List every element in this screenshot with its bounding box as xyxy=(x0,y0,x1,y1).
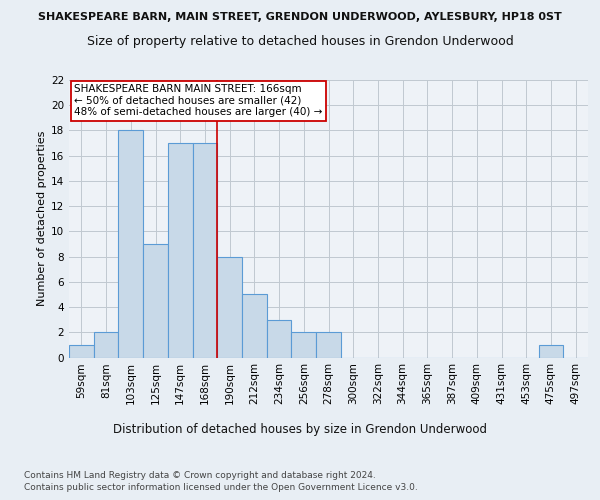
Text: Distribution of detached houses by size in Grendon Underwood: Distribution of detached houses by size … xyxy=(113,422,487,436)
Bar xyxy=(539,345,563,358)
Text: Contains public sector information licensed under the Open Government Licence v3: Contains public sector information licen… xyxy=(24,484,418,492)
Bar xyxy=(242,294,267,358)
Bar xyxy=(217,256,242,358)
Text: Contains HM Land Registry data © Crown copyright and database right 2024.: Contains HM Land Registry data © Crown c… xyxy=(24,471,376,480)
Text: SHAKESPEARE BARN, MAIN STREET, GRENDON UNDERWOOD, AYLESBURY, HP18 0ST: SHAKESPEARE BARN, MAIN STREET, GRENDON U… xyxy=(38,12,562,22)
Bar xyxy=(69,345,94,358)
Bar xyxy=(118,130,143,358)
Bar xyxy=(168,143,193,358)
Bar xyxy=(267,320,292,358)
Bar xyxy=(193,143,217,358)
Bar xyxy=(143,244,168,358)
Y-axis label: Number of detached properties: Number of detached properties xyxy=(37,131,47,306)
Text: SHAKESPEARE BARN MAIN STREET: 166sqm
← 50% of detached houses are smaller (42)
4: SHAKESPEARE BARN MAIN STREET: 166sqm ← 5… xyxy=(74,84,323,117)
Bar xyxy=(94,332,118,357)
Text: Size of property relative to detached houses in Grendon Underwood: Size of property relative to detached ho… xyxy=(86,35,514,48)
Bar xyxy=(316,332,341,357)
Bar xyxy=(292,332,316,357)
